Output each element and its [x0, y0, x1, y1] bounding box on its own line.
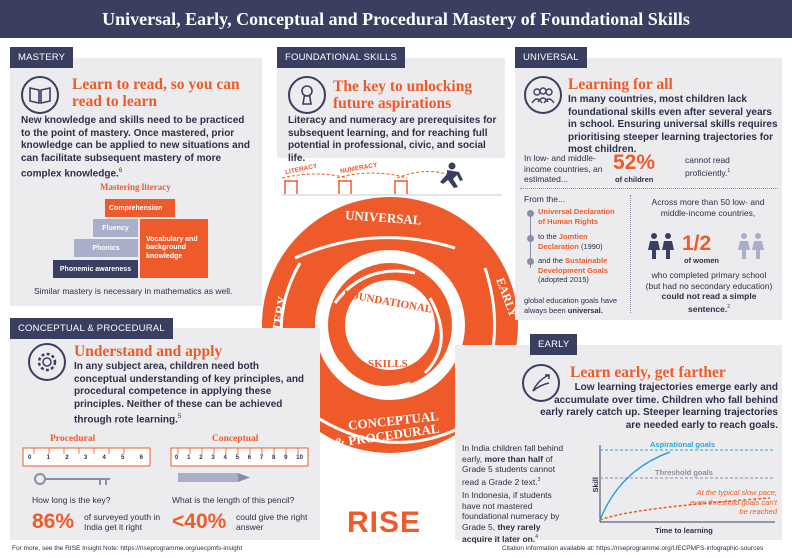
- step-phonics: Phonics: [74, 239, 138, 257]
- page-title: Universal, Early, Conceptual and Procedu…: [0, 0, 792, 38]
- ruler-conceptual: [170, 447, 309, 482]
- graph-y-label: Skill: [590, 477, 600, 493]
- from-text: From the...: [524, 194, 566, 204]
- mastery-tag: MASTERY: [10, 47, 74, 68]
- graph-aspirational-label: Aspirational goals: [650, 440, 716, 449]
- list-bullet: [527, 235, 534, 242]
- graph-threshold-label: Threshold goals: [655, 468, 713, 477]
- universal-tag: UNIVERSAL: [515, 47, 587, 68]
- conceptual-title: Understand and apply: [74, 343, 223, 360]
- women-sub: of women: [684, 256, 719, 265]
- across-text: Across more than 50 low- and middle-inco…: [651, 197, 765, 218]
- gear-icon: [28, 343, 66, 381]
- conceptual-body: In any subject area, children need both …: [74, 361, 305, 426]
- early-tag: EARLY: [530, 334, 578, 355]
- early-body: Low learning trajectories emerge early a…: [540, 382, 778, 431]
- stat1-left: In low- and middle-income countries, an …: [524, 153, 603, 184]
- trajectory-graph: [599, 445, 775, 523]
- stat-86-text: of surveyed youth in India get it right: [84, 512, 161, 532]
- mastering-literacy-title: Mastering literacy: [100, 182, 171, 192]
- step-phonemic-awareness: Phonemic awareness: [53, 260, 138, 278]
- list-item-sdg: and the Sustainable Development Goals (a…: [538, 256, 609, 284]
- universal-title: Learning for all: [568, 76, 673, 93]
- pencil-icon: [178, 473, 250, 482]
- universal-body: In many countries, most children lack fo…: [568, 94, 778, 156]
- circle-label-skills: SKILLS: [368, 358, 408, 370]
- ruler-procedural: [22, 447, 151, 485]
- mastery-title: Learn to read, so you can read to learn: [72, 76, 240, 110]
- women-value: 1/2: [682, 232, 712, 255]
- list-tail: global education goals have always been …: [524, 296, 617, 315]
- question-key: How long is the key?: [32, 495, 111, 505]
- foundational-body: Literacy and numeracy are prerequisites …: [288, 115, 497, 164]
- stat1-sub: of children: [615, 175, 654, 184]
- women-icons: [648, 233, 764, 259]
- graph-x-label: Time to learning: [655, 526, 713, 535]
- book-icon: [21, 76, 59, 114]
- footer-left: For more, see the RISE Insight Note: htt…: [12, 545, 243, 552]
- india-text: In India children fall behind early, mor…: [462, 443, 564, 487]
- rocket-icon: [522, 364, 560, 402]
- stat1-right: cannot read proficiently.1: [685, 155, 731, 178]
- step-fluency: Fluency: [93, 219, 138, 237]
- keyhole-icon: [288, 76, 326, 114]
- early-title: Learn early, get farther: [570, 364, 726, 381]
- indonesia-text: In Indonesia, if students have not maste…: [462, 490, 560, 544]
- central-circle-diagram: [262, 197, 518, 453]
- list-item-jomtien: to the Jomtien Declaration (1990): [538, 232, 603, 251]
- list-bullet: [527, 258, 534, 265]
- hurdles-illustration: [281, 162, 502, 196]
- list-item-udhr: Universal Declaration of Human Rights: [538, 207, 615, 226]
- early-panel: [455, 345, 782, 540]
- mastery-body: New knowledge and skills need to be prac…: [21, 115, 250, 180]
- stat-86: 86%: [32, 510, 75, 533]
- side-vocabulary: Vocabulary and background knowledge: [140, 219, 208, 278]
- foundational-title: The key to unlocking future aspirations: [333, 78, 473, 112]
- footer-right: Citation information available at: https…: [502, 545, 764, 552]
- women-text: who completed primary school (but had no…: [645, 270, 773, 314]
- ruler2-ticks: 0 1 2 3 4 5 6 7 8 9 10: [175, 455, 303, 461]
- procedural-label: Procedural: [50, 434, 96, 444]
- conceptual-tag: CONCEPTUAL & PROCEDURAL: [10, 318, 173, 339]
- question-pencil: What is the length of this pencil?: [172, 495, 295, 505]
- list-bullet: [527, 210, 534, 217]
- stat-40: <40%: [172, 510, 227, 533]
- stat-40-text: could give the right answer: [236, 512, 308, 532]
- graph-slow-label: At the typical slow pace, even threshold…: [690, 488, 777, 516]
- mastery-caption: Similar mastery is necessary in mathemat…: [34, 286, 233, 296]
- people-icon: [524, 76, 562, 114]
- runner-icon: [440, 162, 463, 188]
- key-icon: [34, 473, 110, 485]
- conceptual-label: Conceptual: [212, 434, 259, 444]
- rise-logo: RISE: [347, 506, 422, 539]
- foundational-tag: FOUNDATIONAL SKILLS: [277, 47, 406, 68]
- stat1-value: 52%: [613, 151, 656, 174]
- step-comprehension: Comprehension: [105, 199, 175, 217]
